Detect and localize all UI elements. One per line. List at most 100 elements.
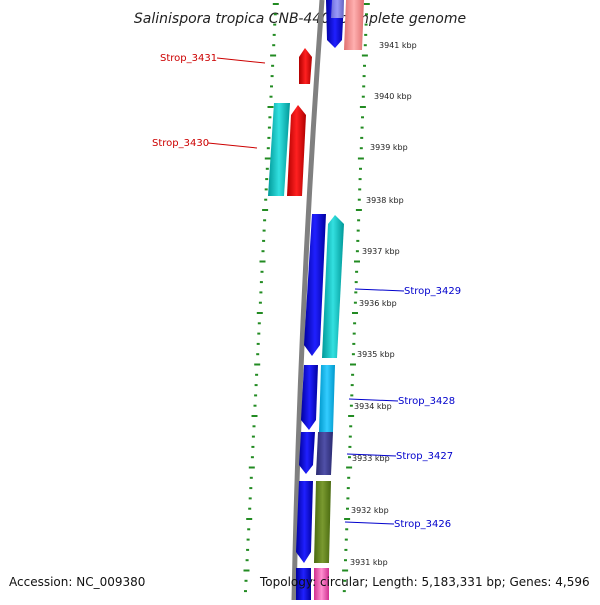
gene-lav-top[interactable] bbox=[331, 0, 344, 18]
inner-tick-mark bbox=[265, 178, 269, 181]
outer-tick-mark bbox=[344, 518, 351, 520]
inner-tick-mark bbox=[248, 507, 252, 510]
outer-tick-mark bbox=[362, 75, 366, 78]
outer-tick-mark bbox=[352, 332, 356, 335]
inner-tick-mark bbox=[270, 54, 277, 57]
inner-tick-mark bbox=[257, 332, 261, 335]
inner-tick-mark bbox=[265, 167, 269, 170]
outer-tick-mark bbox=[352, 342, 356, 345]
callout-line-strop-3430 bbox=[207, 142, 258, 149]
inner-tick-mark bbox=[264, 198, 268, 201]
outer-tick-mark bbox=[348, 415, 355, 417]
outer-tick-mark bbox=[364, 23, 368, 26]
kbp-label-3931: 3931 kbp bbox=[350, 558, 388, 567]
inner-tick-mark bbox=[261, 250, 265, 253]
outer-tick-mark bbox=[357, 198, 361, 201]
gene-blue-bottom[interactable] bbox=[296, 568, 311, 600]
callout-line-strop-3429 bbox=[354, 288, 405, 292]
inner-tick-mark bbox=[247, 528, 251, 531]
gene-blue-2[interactable] bbox=[301, 365, 318, 430]
gene-strop-3428[interactable] bbox=[319, 365, 335, 432]
gene-cyan-left[interactable] bbox=[268, 103, 290, 196]
gene-label-strop-3429[interactable]: Strop_3429 bbox=[404, 286, 461, 297]
gene-pink-top[interactable] bbox=[344, 0, 364, 50]
inner-tick-mark bbox=[254, 384, 258, 387]
kbp-label-3936: 3936 kbp bbox=[359, 299, 397, 308]
kbp-label-3937: 3937 kbp bbox=[362, 247, 400, 256]
outer-tick-mark bbox=[346, 487, 350, 490]
inner-tick-mark bbox=[272, 33, 276, 36]
gene-blue-3[interactable] bbox=[299, 432, 315, 474]
gene-strop-3431[interactable] bbox=[299, 48, 312, 84]
inner-tick-mark bbox=[272, 3, 279, 5]
gene-label-strop-3427[interactable]: Strop_3427 bbox=[396, 451, 453, 462]
outer-tick-mark bbox=[357, 219, 361, 222]
gene-strop-3430[interactable] bbox=[287, 105, 306, 196]
inner-tick-ring bbox=[243, 3, 279, 593]
gene-strop-3426[interactable] bbox=[314, 481, 331, 563]
outer-tick-mark bbox=[359, 167, 362, 170]
gene-label-strop-3430[interactable]: Strop_3430 bbox=[152, 138, 209, 149]
gene-strop-3429[interactable] bbox=[322, 215, 344, 358]
inner-tick-mark bbox=[264, 188, 268, 191]
inner-tick-mark bbox=[273, 13, 277, 16]
outer-tick-mark bbox=[358, 188, 362, 191]
inner-tick-mark bbox=[251, 445, 255, 448]
inner-tick-mark bbox=[251, 415, 258, 417]
inner-tick-mark bbox=[257, 322, 261, 325]
gene-label-strop-3428[interactable]: Strop_3428 bbox=[398, 396, 455, 407]
gene-blue-1[interactable] bbox=[304, 214, 326, 356]
outer-tick-mark bbox=[345, 528, 349, 531]
inner-tick-mark bbox=[248, 466, 255, 469]
genome-title: Salinispora tropica CNB-440, complete ge… bbox=[134, 11, 466, 27]
genome-backbone bbox=[291, 0, 325, 601]
inner-tick-mark bbox=[256, 342, 260, 345]
outer-tick-mark bbox=[350, 394, 354, 397]
outer-tick-mark bbox=[361, 95, 365, 98]
outer-tick-mark bbox=[364, 33, 368, 36]
inner-tick-mark bbox=[258, 301, 262, 304]
gene-magenta-bottom[interactable] bbox=[314, 568, 329, 600]
gene-blue-4[interactable] bbox=[296, 481, 313, 563]
inner-tick-mark bbox=[273, 23, 277, 26]
inner-tick-mark bbox=[246, 518, 253, 520]
inner-tick-mark bbox=[260, 270, 264, 273]
outer-tick-mark bbox=[363, 44, 367, 47]
outer-tick-mark bbox=[356, 239, 360, 242]
kbp-label-3940: 3940 kbp bbox=[374, 92, 412, 101]
kbp-label-3939: 3939 kbp bbox=[370, 143, 408, 152]
inner-tick-mark bbox=[253, 404, 257, 407]
outer-tick-mark bbox=[344, 538, 348, 541]
inner-tick-mark bbox=[254, 394, 258, 397]
inner-tick-mark bbox=[254, 363, 261, 366]
outer-tick-mark bbox=[342, 590, 346, 593]
outer-tick-mark bbox=[350, 363, 356, 366]
outer-tick-mark bbox=[358, 178, 362, 181]
outer-tick-mark bbox=[362, 85, 366, 88]
outer-tick-mark bbox=[342, 569, 349, 572]
topology-text: Topology: circular; Length: 5,183,331 bp… bbox=[259, 575, 590, 589]
callout-line-strop-3427 bbox=[346, 453, 397, 457]
outer-tick-mark bbox=[359, 106, 366, 108]
gene-strop-3427[interactable] bbox=[316, 432, 333, 475]
inner-tick-mark bbox=[271, 64, 275, 67]
outer-tick-mark bbox=[351, 373, 355, 376]
inner-tick-mark bbox=[256, 353, 260, 356]
outer-tick-mark bbox=[348, 445, 352, 448]
inner-tick-mark bbox=[263, 219, 267, 222]
inner-tick-mark bbox=[272, 44, 276, 47]
outer-tick-mark bbox=[354, 281, 358, 284]
inner-tick-mark bbox=[262, 239, 266, 242]
inner-tick-mark bbox=[259, 281, 263, 284]
outer-tick-mark bbox=[343, 579, 347, 582]
outer-tick-mark bbox=[365, 13, 368, 16]
inner-tick-mark bbox=[259, 260, 266, 263]
outer-tick-mark bbox=[353, 322, 357, 325]
inner-tick-mark bbox=[268, 116, 272, 119]
inner-tick-mark bbox=[270, 85, 273, 88]
gene-label-strop-3431[interactable]: Strop_3431 bbox=[160, 53, 217, 64]
gene-label-strop-3426[interactable]: Strop_3426 bbox=[394, 519, 451, 530]
inner-tick-mark bbox=[246, 538, 250, 541]
